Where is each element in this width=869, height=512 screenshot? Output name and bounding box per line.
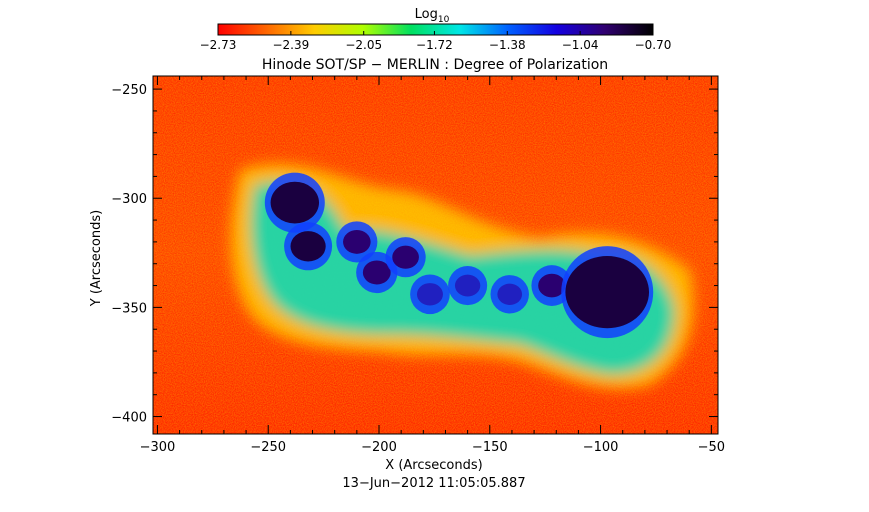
feature-core (392, 245, 419, 269)
colorbar-label: Log10 (415, 7, 450, 25)
colorbar-gradient (217, 23, 654, 36)
y-axis-label: Y (Arcseconds) (89, 210, 104, 307)
date-label: 13−Jun−2012 11:05:05.887 (342, 476, 525, 491)
feature-core (290, 231, 326, 262)
feature-core (565, 256, 650, 329)
feature-core (270, 181, 320, 224)
colorbar-tick-label: −2.39 (272, 38, 309, 52)
colorbar-tick-label: −2.73 (200, 38, 237, 52)
x-tick-label: −250 (250, 440, 286, 455)
x-tick-label: −100 (583, 440, 619, 455)
x-tick-label: −300 (140, 440, 176, 455)
colorbar-label-subscript: 10 (438, 15, 450, 25)
x-axis-label: X (Arcseconds) (385, 458, 482, 473)
colorbar-tick-label: −1.38 (489, 38, 526, 52)
y-tick-label: −250 (111, 83, 147, 98)
colorbar-ticks: −2.73 −2.39 −2.05 −1.72 −1.38 −1.04 −0.70 (200, 31, 672, 52)
feature-core (538, 273, 566, 298)
colorbar-tick-label: −2.05 (345, 38, 382, 52)
heatmap-image (153, 76, 718, 434)
feature-core (362, 260, 391, 285)
feature-core (454, 274, 481, 297)
x-axis: −300 −250 −200 −150 −100 −50 (140, 76, 725, 455)
y-tick-label: −350 (111, 301, 147, 316)
colorbar-tick-label: −0.70 (635, 38, 672, 52)
colorbar-tick-label: −1.04 (562, 38, 599, 52)
colorbar: Log10 −2.73 −2.39 −2.05 −1.72 −1.38 −1.04 −0.7… (200, 7, 672, 52)
feature-core (416, 283, 443, 306)
colorbar-tick-label: −1.72 (416, 38, 453, 52)
y-tick-label: −300 (111, 192, 147, 207)
x-tick-label: −200 (361, 440, 397, 455)
feature-core (497, 283, 523, 305)
x-tick-label: −150 (472, 440, 508, 455)
polarization-features (264, 172, 654, 339)
x-tick-label: −50 (698, 440, 725, 455)
y-tick-label: −400 (111, 411, 147, 426)
y-axis: −250 −300 −350 −400 (111, 83, 718, 426)
chart-title: Hinode SOT/SP − MERLIN : Degree of Polar… (262, 57, 608, 73)
plot-frame (152, 75, 719, 435)
feature-core (343, 229, 371, 254)
colorbar-label-base: Log (415, 7, 438, 22)
